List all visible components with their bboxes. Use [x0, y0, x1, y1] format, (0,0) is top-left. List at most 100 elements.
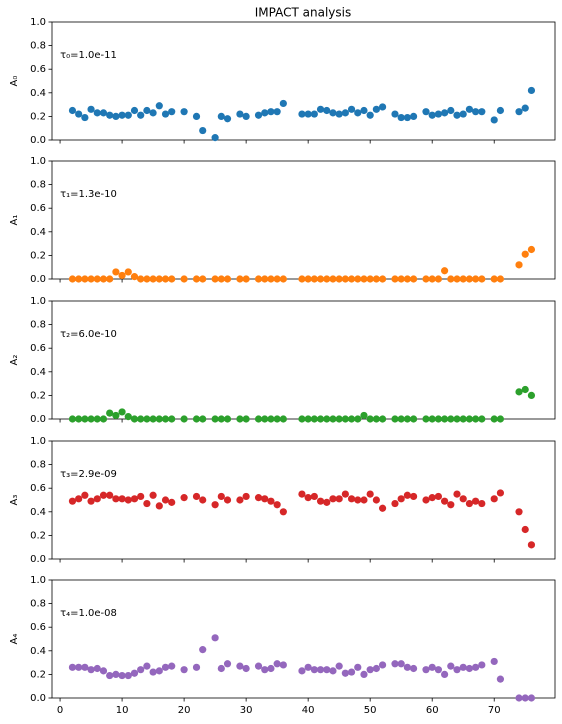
point [261, 495, 269, 503]
point [391, 110, 399, 118]
point [316, 497, 325, 505]
point [496, 275, 505, 283]
point [465, 105, 474, 113]
point [112, 411, 120, 420]
point [75, 495, 83, 503]
point [409, 492, 418, 501]
y-tick-label: 0.6 [30, 622, 46, 633]
point [168, 662, 176, 670]
axes-frame [51, 21, 556, 141]
point [298, 667, 306, 675]
point [521, 385, 529, 394]
point [372, 496, 380, 504]
y-tick-label: 1.0 [30, 156, 46, 167]
point [378, 415, 387, 423]
point [124, 413, 132, 421]
point [341, 275, 349, 283]
point [434, 275, 442, 283]
point [298, 415, 306, 423]
point [75, 275, 83, 283]
point [81, 275, 89, 283]
y-axis-label: A₃ [9, 495, 20, 506]
point [434, 666, 442, 674]
point [87, 497, 95, 505]
y-axis-label: A₂ [9, 355, 20, 366]
point [254, 111, 263, 119]
point [106, 671, 114, 680]
point [137, 111, 145, 119]
point [360, 670, 368, 679]
point [341, 415, 349, 423]
axes-frame [51, 160, 556, 280]
point [490, 657, 498, 666]
point [397, 113, 405, 122]
point [130, 273, 139, 281]
point [453, 666, 461, 674]
point [521, 104, 529, 112]
point [99, 109, 108, 117]
point [130, 669, 139, 677]
point [304, 663, 312, 671]
y-tick-label: 1.0 [30, 17, 46, 28]
point [329, 667, 337, 675]
y-tick-label: 0.8 [30, 599, 46, 610]
point [223, 496, 232, 504]
point [409, 664, 418, 673]
point [478, 661, 486, 669]
point [149, 668, 157, 676]
point [168, 275, 176, 283]
point [242, 415, 250, 423]
point [130, 106, 139, 115]
point [447, 501, 455, 509]
point [168, 415, 176, 423]
point [211, 275, 219, 283]
point [304, 494, 312, 502]
annotation: τ₃=2.9e-09 [60, 469, 117, 480]
point [211, 634, 219, 642]
point [354, 275, 362, 283]
point [478, 499, 486, 508]
point [180, 494, 188, 502]
point [329, 495, 337, 503]
x-tick-label: 20 [178, 705, 191, 716]
point [81, 663, 89, 671]
y-tick-label: 0.0 [30, 554, 46, 565]
point [323, 275, 331, 283]
point [515, 108, 523, 116]
point [279, 508, 287, 516]
point [254, 415, 263, 423]
annotation: τ₁=1.3e-10 [60, 189, 117, 200]
point [143, 415, 151, 423]
point [347, 415, 356, 423]
x-tick-label: 40 [302, 705, 315, 716]
x-tick-label: 70 [488, 705, 501, 716]
point [81, 113, 89, 122]
point [341, 669, 349, 677]
point [434, 492, 442, 501]
point [267, 415, 275, 423]
point [242, 492, 250, 501]
point [366, 415, 374, 423]
point [372, 105, 380, 113]
point [87, 666, 95, 674]
point [161, 415, 170, 423]
point [223, 115, 232, 123]
y-tick-label: 0.6 [30, 343, 46, 354]
point [68, 415, 77, 423]
annotation: τ₂=6.0e-10 [60, 329, 117, 340]
y-tick-label: 0.4 [30, 88, 46, 99]
point [527, 391, 536, 399]
point [242, 664, 250, 673]
point [99, 667, 108, 675]
annotation: τ₄=1.0e-08 [60, 608, 117, 619]
point [347, 668, 356, 676]
point [441, 267, 449, 275]
point [68, 497, 77, 505]
point [155, 275, 163, 283]
point [87, 275, 95, 283]
point [472, 108, 480, 116]
point [211, 134, 219, 142]
point [341, 109, 349, 117]
point [372, 275, 380, 283]
point [372, 664, 380, 673]
